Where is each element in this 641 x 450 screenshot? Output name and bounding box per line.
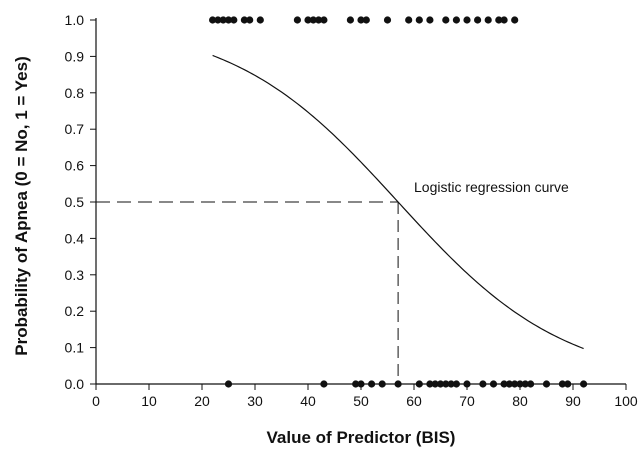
data-point-yes bbox=[383, 16, 392, 24]
x-axis-title: Value of Predictor (BIS) bbox=[267, 428, 456, 447]
y-tick-label: 0.7 bbox=[65, 121, 85, 137]
data-point-yes bbox=[415, 16, 423, 24]
x-tick-label: 100 bbox=[614, 393, 638, 409]
y-tick-label: 0.2 bbox=[65, 303, 85, 319]
reference-lines bbox=[96, 201, 399, 384]
x-tick-label: 40 bbox=[300, 393, 316, 409]
data-point-yes bbox=[452, 16, 460, 24]
data-point-yes bbox=[240, 16, 248, 24]
x-tick-label: 60 bbox=[406, 393, 422, 409]
data-point-yes bbox=[246, 16, 254, 24]
data-point-yes bbox=[362, 16, 370, 24]
data-point-yes bbox=[426, 16, 434, 24]
data-point-yes bbox=[357, 16, 365, 24]
x-tick-label: 20 bbox=[194, 393, 210, 409]
data-point-yes bbox=[315, 16, 323, 24]
x-tick-label: 80 bbox=[512, 393, 528, 409]
data-point-yes bbox=[474, 16, 482, 24]
data-point-yes bbox=[495, 16, 503, 24]
data-point-yes bbox=[320, 16, 328, 24]
y-axis-ticks bbox=[90, 19, 96, 385]
curve-annotation: Logistic regression curve bbox=[414, 179, 569, 195]
data-point-yes bbox=[346, 16, 354, 24]
y-tick-label: 1.0 bbox=[65, 12, 85, 28]
logistic-regression-curve bbox=[212, 54, 584, 350]
data-point-yes bbox=[230, 16, 238, 24]
x-tick-label: 10 bbox=[141, 393, 157, 409]
y-tick-label: 0.9 bbox=[65, 48, 85, 64]
data-point-yes bbox=[256, 16, 264, 24]
x-tick-label: 50 bbox=[353, 393, 369, 409]
x-tick-label: 0 bbox=[92, 393, 100, 409]
data-point-yes bbox=[224, 16, 233, 24]
x-tick-label: 30 bbox=[247, 393, 263, 409]
data-point-yes bbox=[463, 16, 471, 24]
data-point-yes bbox=[442, 16, 450, 24]
data-point-yes bbox=[304, 16, 312, 24]
y-tick-label: 0.3 bbox=[65, 267, 85, 283]
points-apnea-yes bbox=[209, 16, 519, 24]
data-point-yes bbox=[484, 16, 492, 24]
y-tick-label: 0.1 bbox=[65, 340, 85, 356]
y-tick-label: 0.6 bbox=[65, 158, 85, 174]
x-tick-label: 70 bbox=[459, 393, 475, 409]
y-axis-tick-labels: 0.0 0.1 0.2 0.3 0.4 0.5 0.6 0.7 0.8 0.9 1.0 bbox=[65, 12, 85, 392]
data-point-yes bbox=[219, 16, 227, 24]
y-tick-label: 0.8 bbox=[65, 85, 85, 101]
data-point-yes bbox=[309, 16, 317, 24]
x-tick-label: 90 bbox=[565, 393, 581, 409]
y-tick-label: 0.4 bbox=[65, 230, 85, 246]
data-point-yes bbox=[209, 16, 217, 24]
data-point-yes bbox=[214, 16, 222, 24]
y-tick-label: 0.5 bbox=[65, 194, 85, 210]
data-point-yes bbox=[405, 16, 413, 24]
data-point-yes bbox=[500, 16, 508, 24]
data-point-yes bbox=[293, 16, 301, 24]
data-point-yes bbox=[511, 16, 519, 24]
x-axis-tick-labels: 0 10 20 30 40 50 60 70 80 90 100 bbox=[92, 393, 638, 409]
y-tick-label: 0.0 bbox=[65, 376, 85, 392]
y-axis-title: Probability of Apnea (0 = No, 1 = Yes) bbox=[12, 56, 31, 355]
